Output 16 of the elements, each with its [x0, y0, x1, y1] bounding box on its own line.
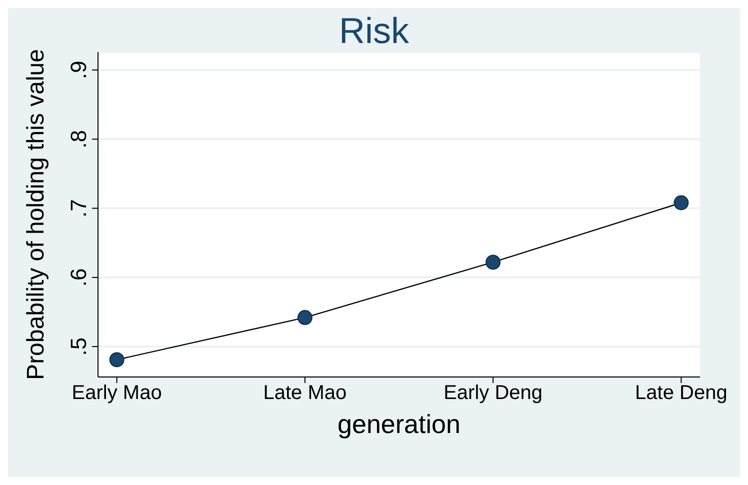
y-tick-label: .9	[66, 60, 91, 80]
x-tick-label: Early Mao	[72, 382, 162, 404]
x-tick-label: Early Deng	[444, 382, 543, 404]
point	[297, 310, 312, 326]
chart-title: Risk	[339, 10, 409, 51]
y-axis-title: Probability of holding this value	[22, 49, 50, 380]
point	[109, 352, 124, 368]
x-axis-title: generation	[338, 409, 460, 439]
x-tick-label: Late Mao	[263, 382, 347, 404]
point	[674, 195, 689, 210]
y-tick-label: .7	[66, 199, 91, 218]
point	[486, 254, 501, 270]
y-tick-label: .5	[66, 337, 91, 356]
y-tick-label: .6	[66, 268, 91, 287]
x-tick-label: Late Deng	[635, 382, 728, 404]
y-tick-label: .8	[66, 130, 91, 148]
